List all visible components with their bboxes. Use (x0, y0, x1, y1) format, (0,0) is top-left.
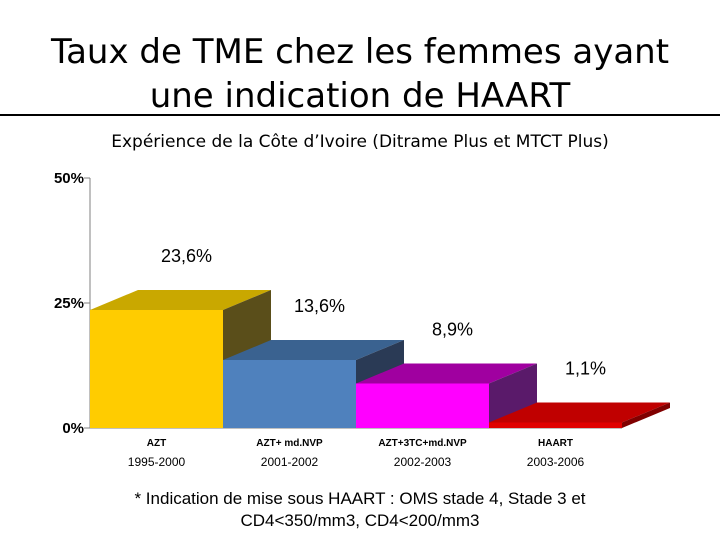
bar-chart: 0% 25% 50% 23,6% AZT 1995-2000 13,6% AZT+ md.N… (54, 170, 670, 469)
slide-title-line-2: une indication de HAART (149, 76, 571, 116)
value-label: 13,6% (294, 296, 345, 316)
value-label: 23,6% (161, 246, 212, 266)
value-label: 8,9% (432, 320, 473, 340)
slide-subtitle: Expérience de la Côte d’Ivoire (Ditrame … (111, 132, 609, 152)
bar-front (356, 383, 489, 428)
bar-front (489, 422, 622, 428)
bar-top (356, 363, 537, 384)
category-label: AZT+ md.NVP (256, 438, 323, 449)
period-label: 2001-2002 (261, 455, 319, 469)
title-rule (0, 114, 720, 116)
chart-bars (90, 290, 670, 428)
category-label: HAART (538, 438, 573, 449)
category-label: AZT (147, 438, 166, 449)
y-tick-label: 50% (54, 170, 84, 187)
chart-labels: 23,6% AZT 1995-2000 13,6% AZT+ md.NVP 2001-20… (128, 246, 606, 469)
y-tick-label: 25% (54, 295, 84, 312)
bar-top (489, 402, 670, 423)
footnote: * Indication de mise sous HAART : OMS st… (0, 488, 720, 532)
period-label: 1995-2000 (128, 455, 186, 469)
value-label: 1,1% (565, 359, 606, 379)
slide-title: Taux de TME chez les femmes ayant une in… (0, 30, 720, 118)
bar-top (90, 290, 271, 310)
bar-side (622, 402, 670, 428)
period-label: 2003-2006 (527, 455, 585, 469)
bar-top (223, 340, 404, 360)
y-tick-label: 0% (62, 420, 84, 437)
bar-front (90, 310, 223, 428)
slide-title-line-1: Taux de TME chez les femmes ayant (50, 32, 670, 72)
footnote-line-1: * Indication de mise sous HAART : OMS st… (134, 489, 586, 508)
category-label: AZT+3TC+md.NVP (378, 438, 467, 449)
period-label: 2002-2003 (394, 455, 452, 469)
bar-front (223, 360, 356, 428)
footnote-line-2: CD4<350/mm3, CD4<200/mm3 (240, 511, 480, 530)
bar-4 (489, 402, 670, 428)
